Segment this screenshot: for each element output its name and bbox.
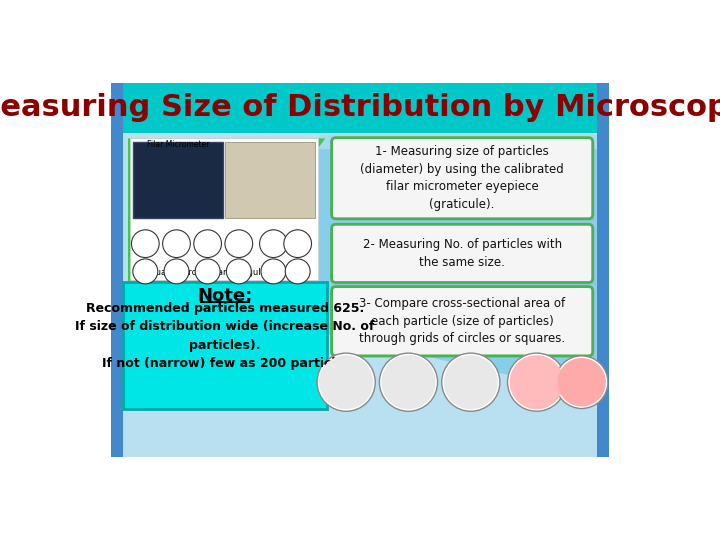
Circle shape xyxy=(225,230,253,258)
FancyBboxPatch shape xyxy=(225,142,315,218)
FancyBboxPatch shape xyxy=(333,289,595,358)
FancyBboxPatch shape xyxy=(332,138,593,219)
Text: Recommended particles measured 625.
If size of distribution wide (increase No. o: Recommended particles measured 625. If s… xyxy=(76,301,374,370)
FancyBboxPatch shape xyxy=(333,226,595,285)
Polygon shape xyxy=(128,138,325,398)
FancyBboxPatch shape xyxy=(597,83,609,457)
Text: Filar Micrometer: Filar Micrometer xyxy=(147,140,209,149)
Text: Square, Circular, and Angular Reticles: Square, Circular, and Angular Reticles xyxy=(145,268,305,277)
Circle shape xyxy=(382,355,436,409)
Text: 2- Measuring No. of particles with
the same size.: 2- Measuring No. of particles with the s… xyxy=(363,238,562,268)
Circle shape xyxy=(510,355,564,409)
Circle shape xyxy=(133,259,158,284)
Circle shape xyxy=(132,230,159,258)
Text: Note:: Note: xyxy=(197,287,253,305)
Circle shape xyxy=(195,259,220,284)
FancyBboxPatch shape xyxy=(111,83,123,457)
Polygon shape xyxy=(318,135,597,395)
FancyBboxPatch shape xyxy=(333,140,595,221)
Circle shape xyxy=(284,230,312,258)
Circle shape xyxy=(164,259,189,284)
Circle shape xyxy=(441,353,500,411)
Text: 1- Measuring size of particles
(diameter) by using the calibrated
filar micromet: 1- Measuring size of particles (diameter… xyxy=(360,145,564,211)
Circle shape xyxy=(444,355,498,409)
Circle shape xyxy=(508,353,566,411)
Circle shape xyxy=(226,259,251,284)
FancyBboxPatch shape xyxy=(332,287,593,356)
Polygon shape xyxy=(318,135,597,149)
FancyBboxPatch shape xyxy=(123,282,328,408)
Circle shape xyxy=(557,358,606,407)
FancyBboxPatch shape xyxy=(130,138,318,280)
Circle shape xyxy=(163,230,190,258)
Circle shape xyxy=(194,230,222,258)
FancyBboxPatch shape xyxy=(133,142,223,218)
Text: Measuring Size of Distribution by Microscope: Measuring Size of Distribution by Micros… xyxy=(0,93,720,123)
Circle shape xyxy=(555,356,608,408)
Circle shape xyxy=(260,230,287,258)
FancyBboxPatch shape xyxy=(332,224,593,282)
Circle shape xyxy=(379,353,438,411)
Circle shape xyxy=(319,355,373,409)
Text: 3- Compare cross-sectional area of
each particle (size of particles)
through gri: 3- Compare cross-sectional area of each … xyxy=(359,297,565,345)
FancyBboxPatch shape xyxy=(123,83,597,133)
Circle shape xyxy=(285,259,310,284)
Circle shape xyxy=(261,259,286,284)
Circle shape xyxy=(317,353,375,411)
FancyBboxPatch shape xyxy=(123,83,597,457)
